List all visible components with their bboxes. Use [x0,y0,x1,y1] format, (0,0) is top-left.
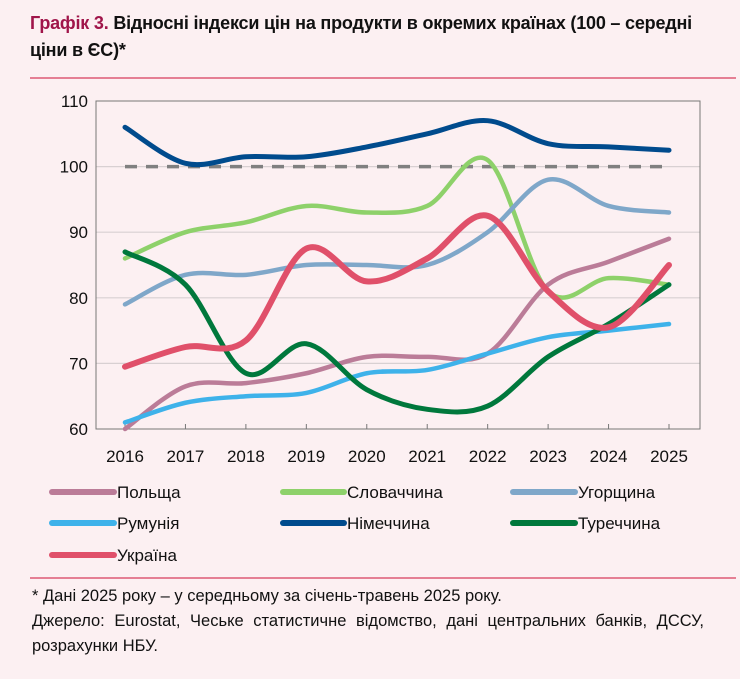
x-tick-label: 2020 [348,447,386,466]
series-line-Україна [122,212,672,370]
series-line-Румунія [122,321,672,425]
legend-label: Туреччина [578,514,661,533]
x-tick-label: 2016 [106,447,144,466]
y-tick-label: 110 [61,92,88,111]
y-tick-label: 80 [69,289,88,308]
source-note: Джерело: Eurostat, Чеське статистичне ві… [32,612,704,655]
legend-label: Німеччина [347,514,430,533]
legend-label: Угорщина [578,483,656,502]
x-tick-label: 2023 [529,447,567,466]
x-tick-label: 2024 [590,447,628,466]
footer-divider [30,577,736,579]
series-line-Словаччина [122,155,672,300]
chart-title-text: Відносні індекси цін на продукти в окрем… [30,13,692,60]
title-divider [30,77,736,79]
series-line-Туреччина [122,249,672,415]
x-tick-label: 2017 [167,447,205,466]
x-tick-label: 2025 [650,447,688,466]
x-tick-label: 2022 [469,447,507,466]
line-chart: 60 70 80 90 100 110 2016 2017 2018 2019 2020 2021 20… [49,92,701,565]
y-tick-label: 70 [69,354,88,373]
y-tick-label: 60 [69,420,88,439]
chart-number: Графік 3. [30,13,109,33]
x-tick-label: 2019 [287,447,325,466]
legend-label: Україна [117,546,177,565]
legend-label: Словаччина [347,483,443,502]
x-tick-label: 2018 [227,447,265,466]
y-tick-label: 90 [69,223,88,242]
series-line-Німеччина [122,118,672,168]
chart-title: Графік 3. Відносні індекси цін на продук… [30,10,730,64]
chart-footer: * Дані 2025 року – у середньому за січен… [32,584,704,659]
legend-label: Румунія [117,514,179,533]
x-tick-label: 2021 [408,447,446,466]
footnote: * Дані 2025 року – у середньому за січен… [32,587,502,605]
plot-frame [95,100,701,430]
legend-label: Польща [117,483,181,502]
series-line-Польща [122,236,672,432]
y-tick-label: 100 [60,158,88,177]
